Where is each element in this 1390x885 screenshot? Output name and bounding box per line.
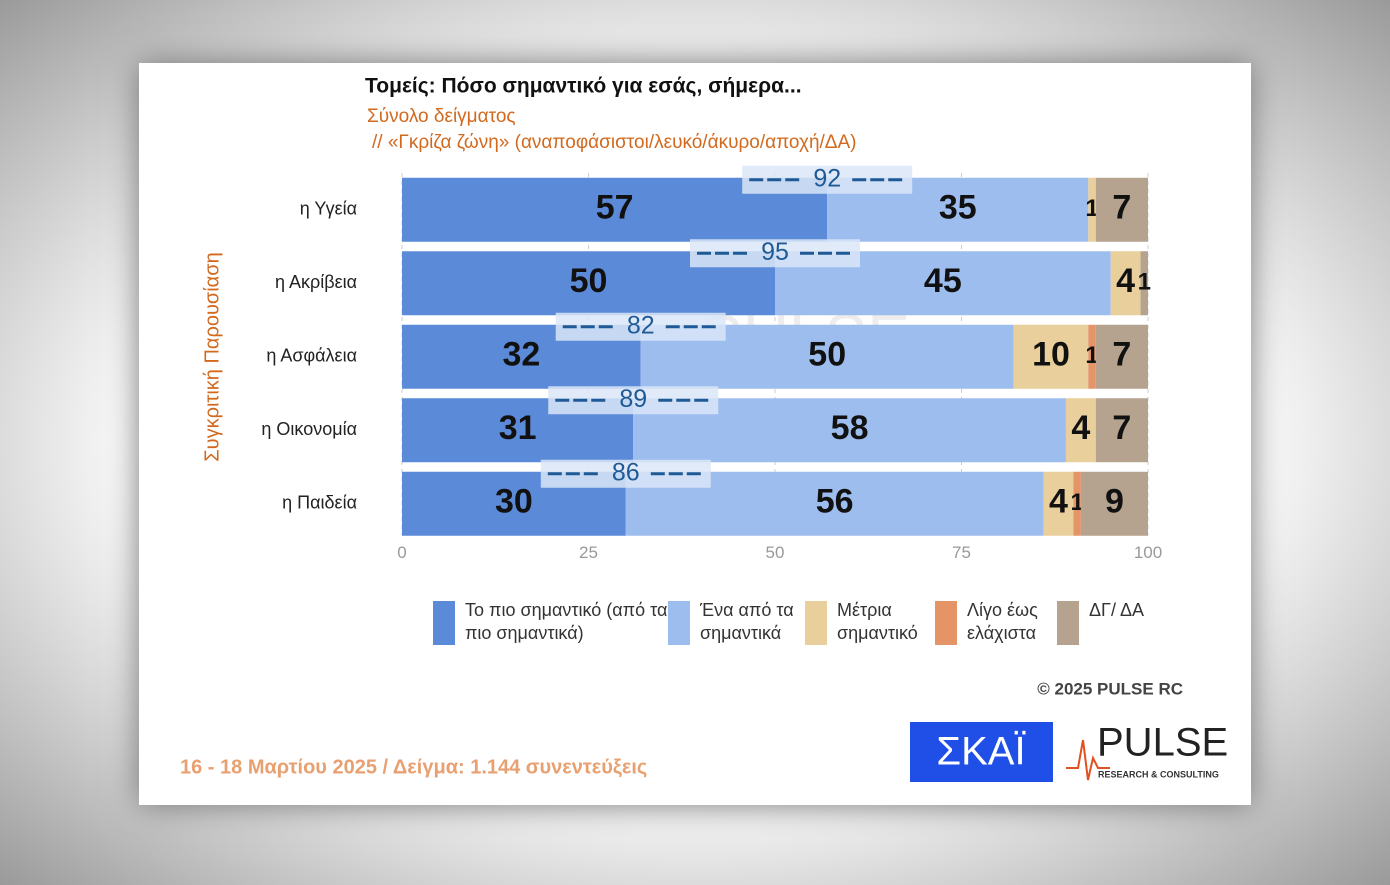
value-label: 45 <box>924 262 962 300</box>
value-label: 32 <box>502 336 540 374</box>
bar-segment <box>1140 251 1148 316</box>
x-tick-label: 100 <box>1134 543 1162 562</box>
pulse-sub: RESEARCH & CONSULTING <box>1098 769 1219 779</box>
bar-segment <box>1110 251 1141 316</box>
value-label: 4 <box>1116 262 1135 300</box>
value-label: 4 <box>1071 409 1090 447</box>
legend-swatch <box>433 601 455 645</box>
bar-segment <box>1095 177 1148 242</box>
y-axis-label: Συγκριτική Παρουσίαση <box>201 252 223 461</box>
y-tick-label: η Υγεία <box>300 199 357 219</box>
legend-swatch <box>805 601 827 645</box>
value-label: 57 <box>596 189 634 227</box>
pulse-icon <box>1066 739 1110 781</box>
bar-segment <box>1080 471 1148 536</box>
y-tick-label: η Ακρίβεια <box>275 272 357 292</box>
skai-logo-box <box>910 722 1053 782</box>
value-label: 1 <box>1085 195 1098 222</box>
total-label: 82 <box>627 311 655 339</box>
x-tick-label: 25 <box>579 543 598 562</box>
y-tick-label: η Οικονομία <box>261 419 357 439</box>
value-label: 10 <box>1032 336 1070 374</box>
total-label: 89 <box>619 385 647 413</box>
legend-swatch <box>935 601 957 645</box>
x-tick-label: 50 <box>766 543 785 562</box>
bar-segment <box>1013 324 1089 389</box>
legend-label: ΔΓ/ ΔΑ <box>1089 600 1144 620</box>
value-label: 1 <box>1085 342 1098 369</box>
value-label: 56 <box>816 483 854 521</box>
legend-label: Λίγο έως ελάχιστα <box>967 600 1038 643</box>
value-label: 50 <box>570 262 608 300</box>
value-label: 58 <box>831 409 869 447</box>
value-label: 1 <box>1070 489 1083 516</box>
value-label: 35 <box>939 189 977 227</box>
x-tick-label: 75 <box>952 543 971 562</box>
value-label: 7 <box>1112 189 1131 227</box>
value-label: 31 <box>499 409 537 447</box>
legend-label: Ένα από τα σημαντικά <box>700 600 794 643</box>
bar-segment <box>1088 177 1096 242</box>
total-label: 95 <box>761 238 789 266</box>
value-label: 50 <box>808 336 846 374</box>
y-tick-label: η Παιδεία <box>282 493 357 513</box>
footer: 16 - 18 Μαρτίου 2025 / Δείγμα: 1.144 συν… <box>180 756 647 778</box>
legend-label: Μέτρια σημαντικό <box>837 600 918 643</box>
subtitle: Σύνολο δείγματος <box>367 106 516 127</box>
bar-segment <box>1073 471 1081 536</box>
bar-segment <box>1065 398 1096 463</box>
value-label: 4 <box>1049 483 1068 521</box>
value-label: 1 <box>1138 269 1151 296</box>
value-label: 9 <box>1105 483 1124 521</box>
legend-label: Το πιο σημαντικό (από τα πιο σημαντικά) <box>465 600 668 643</box>
pulse-logo: PULSE <box>1097 721 1228 765</box>
total-label: 92 <box>813 164 841 192</box>
legend-swatch <box>668 601 690 645</box>
bar-segment <box>1095 398 1148 463</box>
skai-logo: ΣΚΑΪ <box>936 730 1026 774</box>
legend-swatch <box>1057 601 1079 645</box>
value-label: 7 <box>1112 336 1131 374</box>
value-label: 30 <box>495 483 533 521</box>
bar-segment <box>1043 471 1074 536</box>
bar-segment <box>1095 324 1148 389</box>
value-label: 7 <box>1112 409 1131 447</box>
bar-segment <box>1088 324 1096 389</box>
y-tick-label: η Ασφάλεια <box>266 346 357 366</box>
chart-title: Τομείς: Πόσο σημαντικό για εσάς, σήμερα.… <box>365 75 802 98</box>
copyright: © 2025 PULSE RC <box>1037 679 1183 698</box>
total-label: 86 <box>612 458 640 486</box>
x-tick-label: 0 <box>397 543 406 562</box>
subtitle: // «Γκρίζα ζώνη» (αναποφάσιστοι/λευκό/άκ… <box>372 132 857 153</box>
